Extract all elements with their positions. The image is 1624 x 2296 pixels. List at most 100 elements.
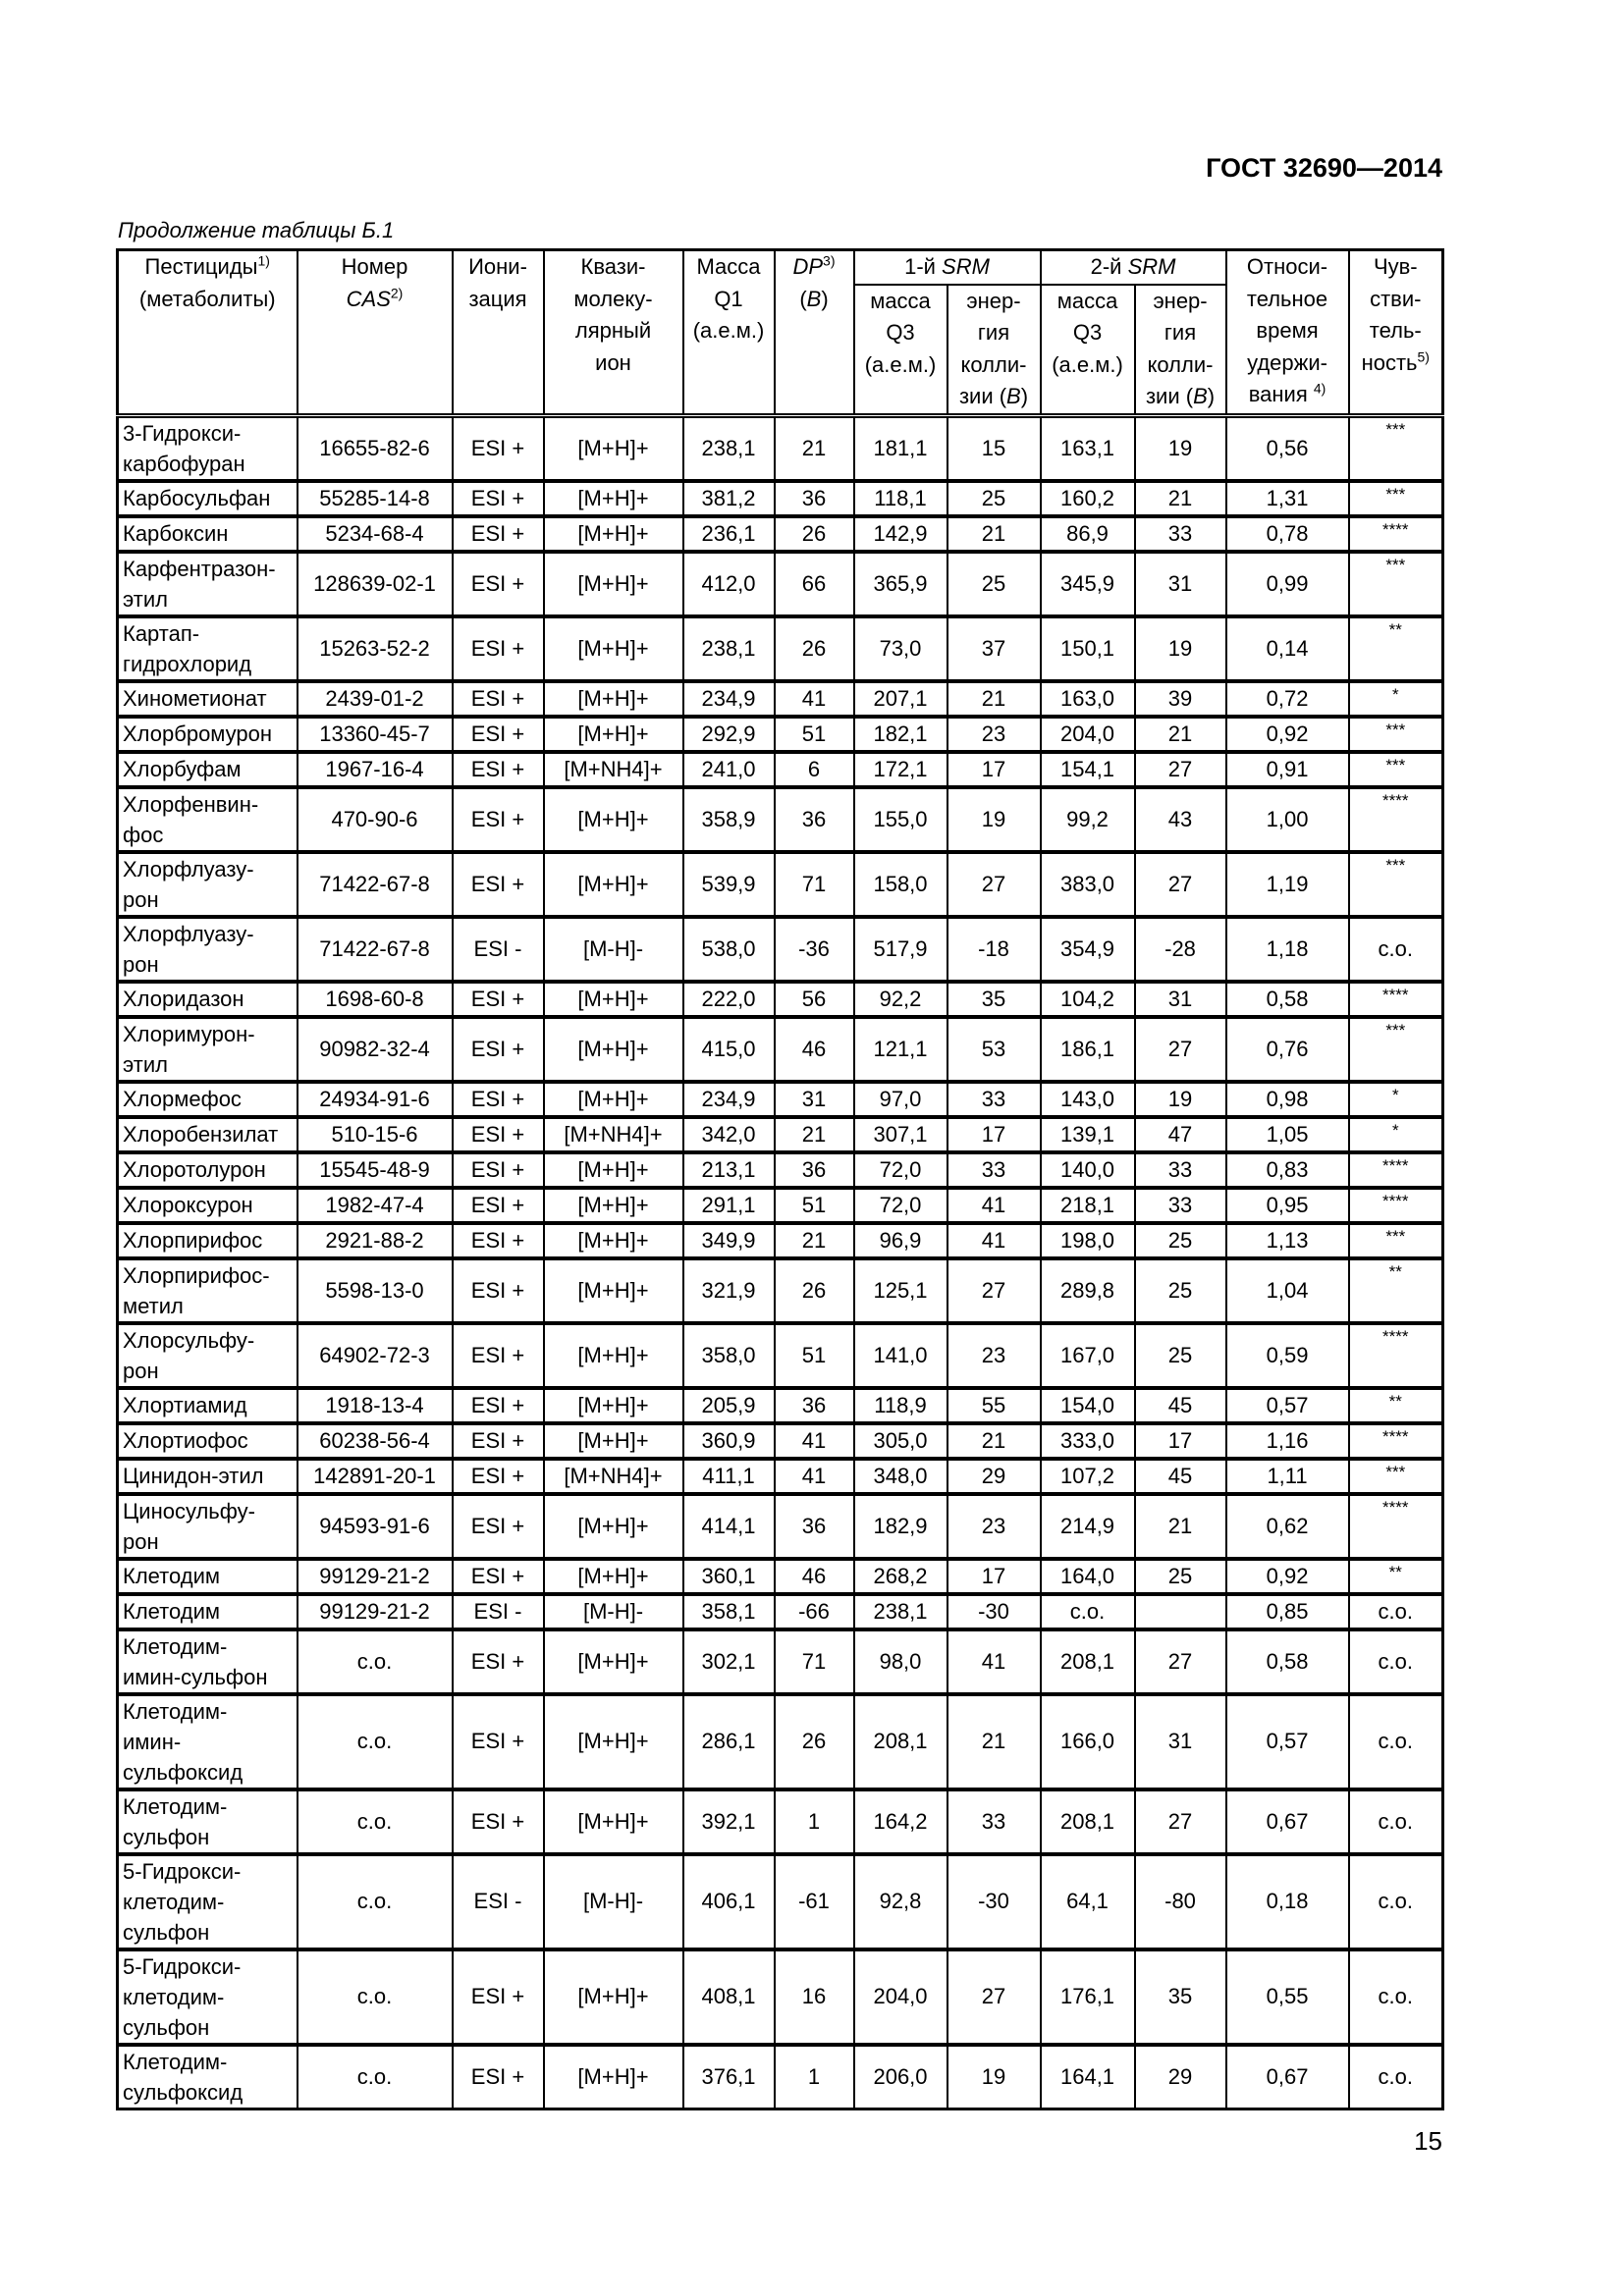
- cell-retention-time: 0,76: [1224, 1015, 1350, 1083]
- cell-srm1-mass-q3: 268,2: [852, 1557, 948, 1595]
- cell-cas-number: 15545-48-9: [296, 1150, 454, 1189]
- cell-pesticide: Цинидон-этил: [116, 1457, 298, 1495]
- cell-sensitivity: с.о.: [1347, 1852, 1444, 1950]
- cell-mass-q1: 234,9: [681, 679, 776, 718]
- cell-ion: [M+H]+: [542, 479, 684, 517]
- cell-ionization: ESI +: [451, 850, 545, 918]
- cell-srm2-mass-q3: 104,2: [1039, 980, 1136, 1018]
- cell-pesticide: Хлоридазон: [116, 980, 298, 1018]
- cell-ionization: ESI +: [451, 785, 545, 853]
- cell-ion: [M+H]+: [542, 850, 684, 918]
- cell-dp: 21: [773, 1115, 855, 1153]
- cell-sensitivity: с.о.: [1347, 1948, 1444, 2046]
- cell-mass-q1: 222,0: [681, 980, 776, 1018]
- cell-ion: [M+H]+: [542, 1692, 684, 1790]
- table-row: Хлормефос 24934-91-6 ESI + [M+H]+ 234,9 31 97,…: [116, 1080, 1444, 1118]
- cell-ionization: ESI +: [451, 1692, 545, 1790]
- cell-srm2-mass-q3: 140,0: [1039, 1150, 1136, 1189]
- cell-srm2-energy: 33: [1133, 1150, 1227, 1189]
- table-row: Хлорбуфам 1967-16-4 ESI + [M+NH4]+ 241,0 6 172…: [116, 750, 1444, 788]
- cell-dp: 26: [773, 514, 855, 553]
- cell-cas-number: 90982-32-4: [296, 1015, 454, 1083]
- cell-srm2-mass-q3: 186,1: [1039, 1015, 1136, 1083]
- cell-retention-time: 0,62: [1224, 1492, 1350, 1560]
- cell-sensitivity: ****: [1347, 980, 1444, 1018]
- cell-pesticide: Хлоротолурон: [116, 1150, 298, 1189]
- cell-ionization: ESI +: [451, 514, 545, 553]
- cell-dp: 41: [773, 679, 855, 718]
- table-row: Хлортиамид 1918-13-4 ESI + [M+H]+ 205,9 36 118…: [116, 1386, 1444, 1424]
- cell-ionization: ESI +: [451, 2043, 545, 2109]
- cell-cas-number: 15263-52-2: [296, 614, 454, 682]
- cell-cas-number: с.о.: [296, 1948, 454, 2046]
- cell-cas-number: 24934-91-6: [296, 1080, 454, 1118]
- cell-cas-number: 64902-72-3: [296, 1321, 454, 1389]
- cell-srm1-mass-q3: 307,1: [852, 1115, 948, 1153]
- cell-sensitivity: ****: [1347, 1150, 1444, 1189]
- cell-srm1-energy: 55: [946, 1386, 1042, 1424]
- cell-pesticide: Карбоксин: [116, 514, 298, 553]
- cell-dp: 21: [773, 414, 855, 482]
- table-row: Хлортиофос 60238-56-4 ESI + [M+H]+ 360,9 41 30…: [116, 1421, 1444, 1460]
- cell-srm1-energy: 29: [946, 1457, 1042, 1495]
- col-srm2-energy: энер- гия колли- зии (В): [1133, 283, 1227, 418]
- table-row: Хлоробензилат 510-15-6 ESI + [M+NH4]+ 342,0 2…: [116, 1115, 1444, 1153]
- cell-pesticide: Хлорфлуазу- рон: [116, 915, 298, 983]
- cell-retention-time: 0,99: [1224, 550, 1350, 617]
- cell-srm2-energy: 19: [1133, 614, 1227, 682]
- cell-ion: [M+H]+: [542, 2043, 684, 2109]
- cell-cas-number: 1967-16-4: [296, 750, 454, 788]
- cell-srm1-mass-q3: 141,0: [852, 1321, 948, 1389]
- table-row: Цинидон-этил 142891-20-1 ESI + [M+NH4]+ 411,…: [116, 1457, 1444, 1495]
- cell-ionization: ESI +: [451, 980, 545, 1018]
- cell-mass-q1: 539,9: [681, 850, 776, 918]
- cell-srm2-energy: 29: [1133, 2043, 1227, 2109]
- cell-ionization: ESI +: [451, 1628, 545, 1695]
- cell-retention-time: 0,58: [1224, 1628, 1350, 1695]
- cell-retention-time: 0,85: [1224, 1592, 1350, 1630]
- cell-srm1-mass-q3: 92,8: [852, 1852, 948, 1950]
- cell-ionization: ESI +: [451, 1321, 545, 1389]
- cell-ionization: ESI +: [451, 1186, 545, 1224]
- cell-srm1-energy: -18: [946, 915, 1042, 983]
- cell-dp: 36: [773, 785, 855, 853]
- cell-ion: [M+H]+: [542, 1386, 684, 1424]
- cell-srm2-energy: 27: [1133, 1628, 1227, 1695]
- cell-sensitivity: **: [1347, 1256, 1444, 1324]
- cell-ion: [M+H]+: [542, 550, 684, 617]
- col-ionization: Иони- зация: [451, 248, 545, 418]
- table-row: Хлорпирифос 2921-88-2 ESI + [M+H]+ 349,9 21 96…: [116, 1221, 1444, 1259]
- cell-ion: [M+H]+: [542, 1150, 684, 1189]
- cell-mass-q1: 538,0: [681, 915, 776, 983]
- cell-dp: 46: [773, 1015, 855, 1083]
- cell-sensitivity: **: [1347, 1557, 1444, 1595]
- table-row: Хлоримурон- этил 90982-32-4 ESI + [M+H]+ 415…: [116, 1015, 1444, 1083]
- cell-srm1-energy: 17: [946, 1115, 1042, 1153]
- cell-pesticide: Хлорбуфам: [116, 750, 298, 788]
- col-group-srm1: 1-й SRM: [852, 248, 1042, 286]
- cell-srm1-energy: -30: [946, 1592, 1042, 1630]
- cell-srm1-mass-q3: 238,1: [852, 1592, 948, 1630]
- cell-pesticide: Хлороксурон: [116, 1186, 298, 1224]
- cell-dp: 1: [773, 2043, 855, 2109]
- cell-sensitivity: ****: [1347, 514, 1444, 553]
- cell-srm1-mass-q3: 208,1: [852, 1692, 948, 1790]
- table-row: Картап- гидрохлорид 15263-52-2 ESI + [M+H]+…: [116, 614, 1444, 682]
- cell-srm1-mass-q3: 73,0: [852, 614, 948, 682]
- col-sensitivity: Чув- стви- тель- ность5): [1347, 248, 1444, 418]
- cell-srm2-energy: 35: [1133, 1948, 1227, 2046]
- cell-retention-time: 0,67: [1224, 2043, 1350, 2109]
- table-row: 5-Гидрокси- клетодим- сульфон с.о. ESI + [M…: [116, 1948, 1444, 2046]
- cell-ionization: ESI +: [451, 1492, 545, 1560]
- cell-cas-number: 60238-56-4: [296, 1421, 454, 1460]
- cell-dp: 56: [773, 980, 855, 1018]
- table-row: Циносульфу- рон 94593-91-6 ESI + [M+H]+ 414,…: [116, 1492, 1444, 1560]
- cell-dp: 51: [773, 1186, 855, 1224]
- cell-sensitivity: ***: [1347, 550, 1444, 617]
- cell-retention-time: 1,00: [1224, 785, 1350, 853]
- cell-mass-q1: 342,0: [681, 1115, 776, 1153]
- cell-srm2-mass-q3: 164,0: [1039, 1557, 1136, 1595]
- cell-ion: [M+H]+: [542, 785, 684, 853]
- cell-cas-number: с.о.: [296, 1628, 454, 1695]
- cell-ionization: ESI -: [451, 1852, 545, 1950]
